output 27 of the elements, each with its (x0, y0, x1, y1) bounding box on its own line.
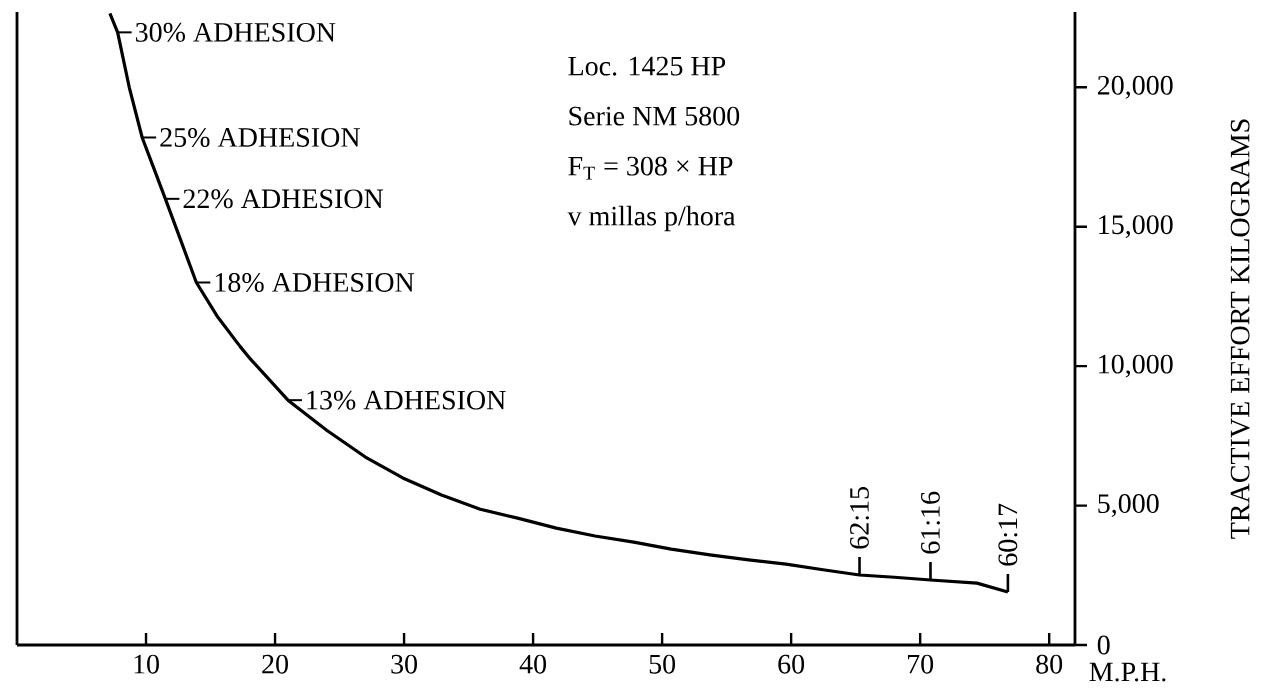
y-axis-title: TRACTIVE EFFORT KILOGRAMS (1230, 119, 1250, 539)
annotation: 30% ADHESION (135, 22, 336, 42)
x-tick-label: 50 (649, 654, 676, 674)
x-tick-label: 40 (519, 654, 547, 674)
x-tick-label: 20 (262, 654, 288, 674)
x-tick-label: 10 (134, 654, 159, 674)
annotation: 18% ADHESION (215, 272, 415, 292)
y-tick-label: 10,000 (1099, 354, 1173, 378)
x-tick-label: 80 (1036, 654, 1063, 674)
annotation: F$_{T}$ = 308 × HP (568, 156, 733, 180)
annotation: Serie NM 5800 (569, 106, 740, 126)
y-tick-label: 0 (1097, 635, 1110, 655)
annotation: 60:17 (998, 503, 1018, 566)
annotation: 62:15 (850, 487, 869, 549)
annotation: 61:16 (921, 491, 940, 554)
annotation: 13% ADHESION (307, 390, 506, 410)
x-axis-title: M.P.H. (1089, 662, 1166, 682)
x-tick-label: 30 (391, 654, 417, 674)
annotation: 25% ADHESION (160, 127, 360, 147)
annotation: Loc. 1425 HP (568, 56, 726, 76)
y-tick-label: 5,000 (1098, 494, 1159, 518)
y-tick-label: 20,000 (1097, 75, 1173, 99)
y-tick-label: 15,000 (1099, 215, 1173, 239)
x-tick-label: 70 (908, 654, 934, 674)
x-tick-label: 60 (778, 654, 805, 674)
annotation: v millas p/hora (567, 205, 736, 232)
annotation: 22% ADHESION (183, 189, 384, 209)
